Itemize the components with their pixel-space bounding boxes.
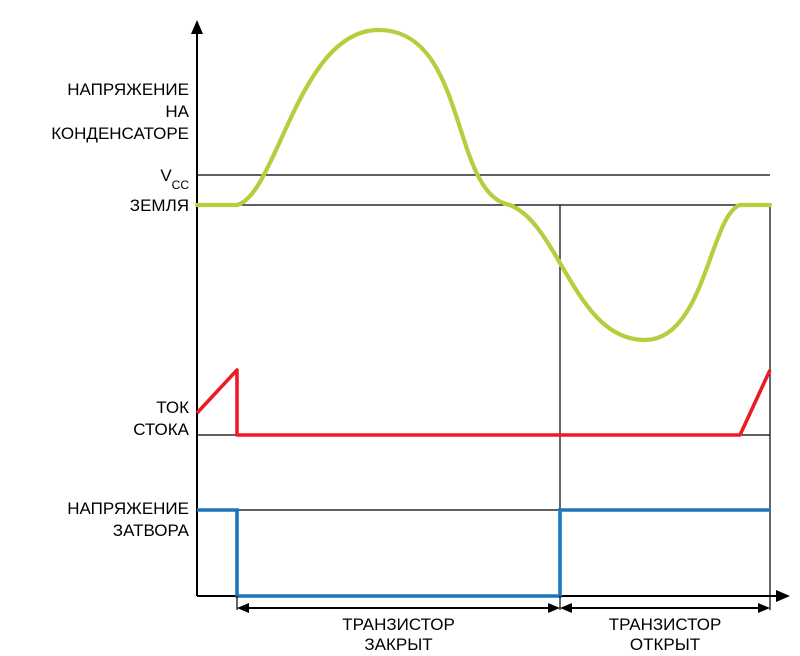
svg-text:ЗАКРЫТ: ЗАКРЫТ xyxy=(364,635,432,654)
drain-current-trace xyxy=(197,370,770,435)
region-arrows xyxy=(237,596,770,613)
gate-voltage-trace xyxy=(197,510,770,596)
svg-text:КОНДЕНСАТОРЕ: КОНДЕНСАТОРЕ xyxy=(51,124,189,143)
ref-lines xyxy=(197,175,770,510)
label-transistor-on: ТРАНЗИСТОР xyxy=(609,615,722,634)
label-vcc: VCC xyxy=(160,166,189,192)
label-cap-voltage: НАПРЯЖЕНИЕ xyxy=(67,80,189,99)
svg-text:ОТКРЫТ: ОТКРЫТ xyxy=(630,635,700,654)
svg-text:ЗАТВОРА: ЗАТВОРА xyxy=(113,521,190,540)
label-ground: ЗЕМЛЯ xyxy=(130,196,189,215)
label-gate-voltage: НАПРЯЖЕНИЕ xyxy=(67,499,189,518)
svg-text:СТОКА: СТОКА xyxy=(133,420,189,439)
svg-text:НА: НА xyxy=(165,102,189,121)
label-drain-current: ТОК xyxy=(156,398,189,417)
capacitor-voltage-trace xyxy=(197,30,770,340)
label-transistor-off: ТРАНЗИСТОР xyxy=(342,615,455,634)
